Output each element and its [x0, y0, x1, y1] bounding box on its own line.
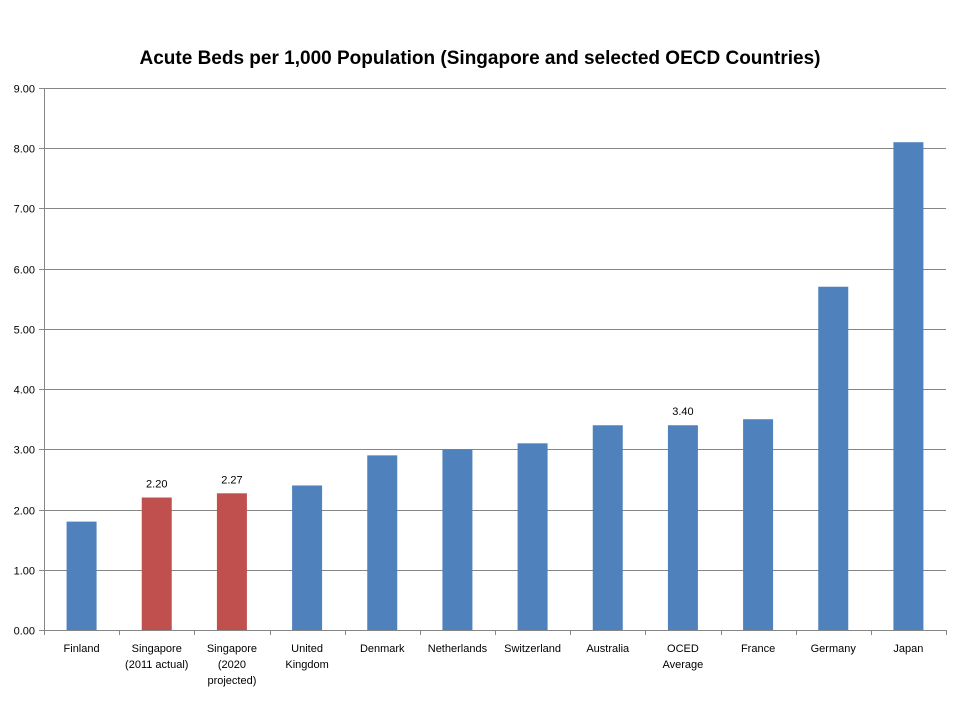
y-tick-label: 4.00 — [14, 385, 35, 397]
bar — [517, 443, 548, 630]
category-label: Switzerland — [504, 643, 561, 655]
bar — [292, 485, 323, 630]
category-label: Japan — [893, 643, 923, 655]
category-label: Singapore — [207, 643, 257, 655]
category-label: Finland — [64, 643, 100, 655]
category-labels: Finland Singapore (2011 actual) Singapore (2… — [64, 643, 924, 687]
y-tick-label: 8.00 — [14, 144, 35, 156]
category-label: Germany — [811, 643, 857, 655]
y-tick-label: 2.00 — [14, 506, 35, 518]
bar — [893, 142, 924, 630]
gridlines — [44, 88, 946, 571]
category-label: Denmark — [360, 643, 405, 655]
category-label: (2011 actual) — [125, 659, 188, 671]
bar — [216, 493, 247, 630]
bar — [743, 419, 774, 630]
y-axis-ticks: 0.00 1.00 2.00 3.00 4.00 5.00 6.00 7.00 8.00 9.00 — [14, 84, 44, 638]
data-label: 3.40 — [672, 406, 693, 418]
bar — [367, 455, 398, 630]
category-label: Australia — [586, 643, 630, 655]
category-label: OCED — [667, 643, 699, 655]
y-tick-label: 3.00 — [14, 445, 35, 457]
bar — [667, 425, 698, 630]
category-label: (2020 — [218, 659, 246, 671]
y-tick-label: 5.00 — [14, 325, 35, 337]
category-label: Average — [663, 659, 704, 671]
axes — [44, 88, 947, 635]
category-label: Netherlands — [428, 643, 488, 655]
bar — [442, 449, 473, 630]
category-label: United — [291, 643, 323, 655]
y-tick-label: 0.00 — [14, 626, 35, 638]
y-tick-label: 7.00 — [14, 204, 35, 216]
bars — [66, 142, 924, 630]
data-label: 2.20 — [146, 479, 167, 491]
bar — [592, 425, 623, 630]
category-label: Singapore — [132, 643, 182, 655]
chart-title: Acute Beds per 1,000 Population (Singapo… — [140, 48, 821, 69]
data-label: 2.27 — [221, 474, 242, 486]
category-label: projected) — [207, 675, 256, 687]
category-label: France — [741, 643, 775, 655]
bar — [141, 497, 172, 630]
y-tick-label: 1.00 — [14, 566, 35, 578]
data-labels: 2.20 2.27 3.40 — [146, 406, 694, 490]
bar — [818, 286, 849, 630]
bar — [66, 521, 97, 630]
y-tick-label: 9.00 — [14, 84, 35, 96]
category-label: Kingdom — [285, 659, 328, 671]
y-tick-label: 6.00 — [14, 265, 35, 277]
